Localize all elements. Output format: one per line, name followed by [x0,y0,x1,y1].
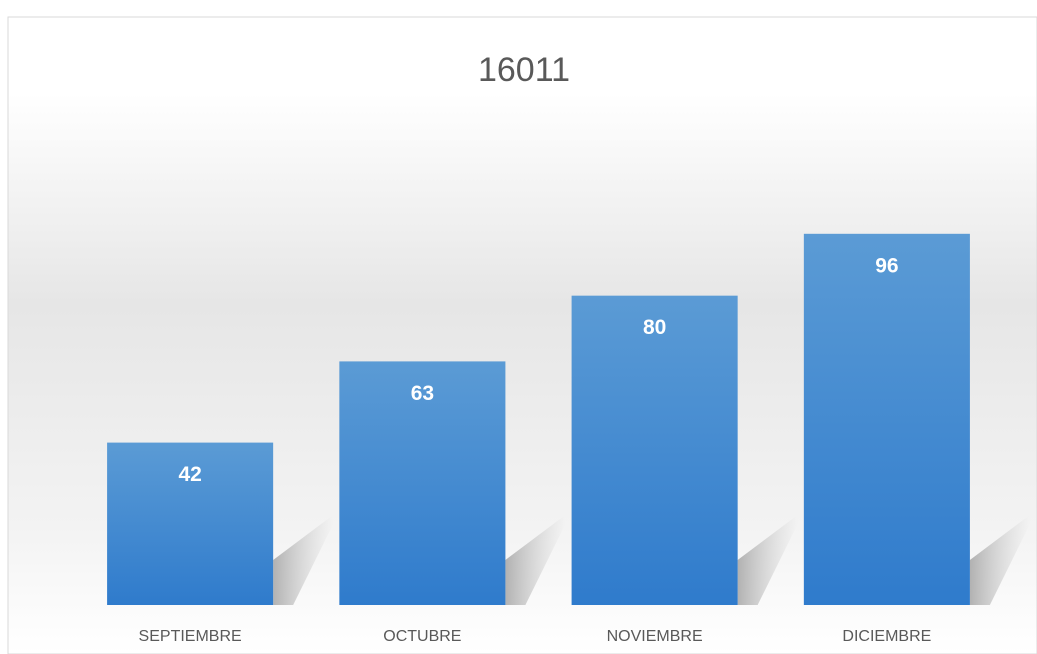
bar [107,442,274,605]
bar [339,361,506,605]
bar-shadow [737,515,798,605]
x-tick-label: DICIEMBRE [842,628,931,645]
bar-shadow [273,515,334,605]
x-tick-label: NOVIEMBRE [607,628,703,645]
data-label: 80 [643,316,666,339]
data-label: 63 [411,382,434,405]
chart-title: 16011 [478,51,570,89]
data-label: 42 [178,463,201,486]
bar [803,233,970,606]
x-tick-label: OCTUBRE [383,628,461,645]
x-tick-label: SEPTIEMBRE [139,628,242,645]
bar-shadow [969,515,1030,605]
data-label: 96 [875,254,898,277]
bar-shadow [505,515,566,605]
bar [571,295,738,605]
